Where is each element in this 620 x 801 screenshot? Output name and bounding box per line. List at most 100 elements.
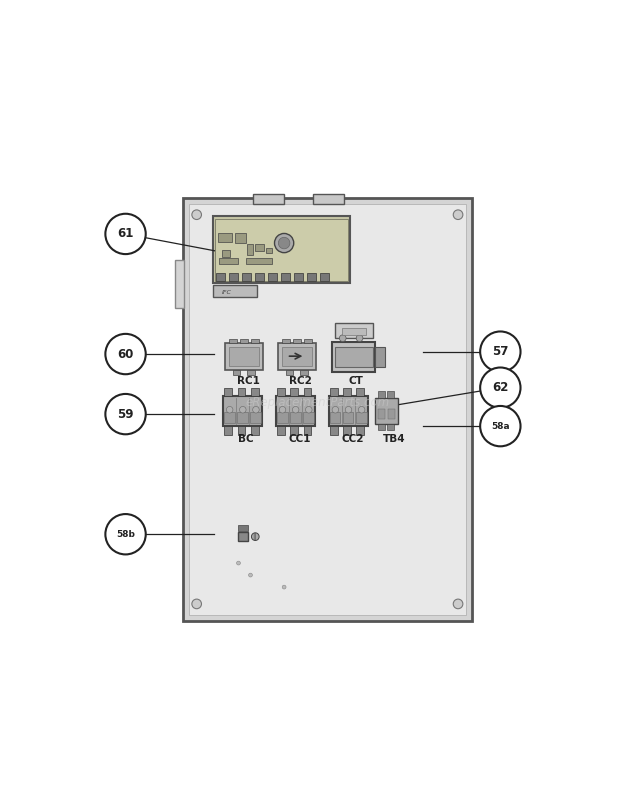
FancyBboxPatch shape — [246, 258, 272, 264]
FancyBboxPatch shape — [253, 194, 284, 203]
Text: BC: BC — [238, 434, 254, 444]
FancyBboxPatch shape — [238, 532, 247, 541]
Text: 61: 61 — [117, 227, 134, 240]
FancyBboxPatch shape — [229, 273, 239, 281]
FancyBboxPatch shape — [290, 413, 301, 423]
FancyBboxPatch shape — [335, 347, 373, 367]
FancyBboxPatch shape — [229, 348, 259, 366]
FancyBboxPatch shape — [329, 396, 368, 426]
FancyBboxPatch shape — [232, 370, 241, 375]
FancyBboxPatch shape — [222, 250, 230, 256]
FancyBboxPatch shape — [304, 339, 312, 344]
Text: eReplacementParts.com: eReplacementParts.com — [246, 396, 390, 409]
FancyBboxPatch shape — [388, 409, 394, 419]
FancyBboxPatch shape — [300, 370, 308, 375]
FancyBboxPatch shape — [277, 413, 288, 423]
Circle shape — [237, 562, 241, 565]
FancyBboxPatch shape — [247, 370, 255, 375]
FancyBboxPatch shape — [342, 328, 366, 336]
Circle shape — [453, 599, 463, 609]
FancyBboxPatch shape — [330, 426, 338, 435]
Text: IFC: IFC — [221, 290, 231, 295]
FancyBboxPatch shape — [282, 339, 290, 344]
Circle shape — [332, 406, 339, 413]
FancyBboxPatch shape — [276, 396, 316, 426]
Text: 57: 57 — [492, 345, 508, 358]
Text: 60: 60 — [117, 348, 134, 360]
Circle shape — [312, 216, 322, 226]
FancyBboxPatch shape — [281, 273, 290, 281]
Text: RC1: RC1 — [237, 376, 260, 386]
FancyBboxPatch shape — [252, 339, 259, 344]
Circle shape — [356, 335, 363, 341]
FancyBboxPatch shape — [304, 388, 311, 396]
FancyBboxPatch shape — [388, 424, 394, 430]
Circle shape — [306, 406, 312, 413]
FancyBboxPatch shape — [250, 413, 261, 423]
Circle shape — [105, 214, 146, 254]
Text: CC2: CC2 — [341, 434, 363, 444]
FancyBboxPatch shape — [224, 388, 232, 396]
FancyBboxPatch shape — [277, 388, 285, 396]
FancyBboxPatch shape — [388, 391, 394, 398]
FancyBboxPatch shape — [290, 426, 298, 435]
Circle shape — [192, 210, 202, 219]
Circle shape — [192, 599, 202, 609]
FancyBboxPatch shape — [250, 426, 259, 435]
FancyBboxPatch shape — [286, 370, 293, 375]
FancyBboxPatch shape — [277, 426, 285, 435]
FancyBboxPatch shape — [376, 398, 399, 424]
Circle shape — [275, 233, 294, 252]
FancyBboxPatch shape — [235, 233, 246, 243]
FancyBboxPatch shape — [219, 258, 239, 264]
FancyBboxPatch shape — [223, 396, 262, 426]
Circle shape — [480, 368, 521, 408]
FancyBboxPatch shape — [378, 409, 385, 419]
Circle shape — [480, 332, 521, 372]
Text: 59: 59 — [117, 408, 134, 421]
Text: CT: CT — [349, 376, 363, 386]
FancyBboxPatch shape — [255, 273, 264, 281]
Text: 58a: 58a — [491, 421, 510, 431]
FancyBboxPatch shape — [237, 426, 246, 435]
FancyBboxPatch shape — [304, 426, 311, 435]
FancyBboxPatch shape — [330, 388, 338, 396]
Text: ||: || — [252, 533, 257, 540]
FancyBboxPatch shape — [237, 388, 246, 396]
FancyBboxPatch shape — [213, 216, 350, 284]
FancyBboxPatch shape — [216, 273, 226, 281]
Circle shape — [252, 533, 259, 541]
Circle shape — [282, 586, 286, 589]
Circle shape — [358, 406, 365, 413]
FancyBboxPatch shape — [237, 413, 248, 423]
FancyBboxPatch shape — [184, 198, 471, 621]
Circle shape — [453, 210, 463, 219]
Text: 58b: 58b — [116, 529, 135, 539]
FancyBboxPatch shape — [255, 244, 264, 251]
FancyBboxPatch shape — [224, 413, 234, 423]
FancyBboxPatch shape — [378, 391, 384, 398]
Text: 62: 62 — [492, 381, 508, 394]
FancyBboxPatch shape — [282, 348, 312, 366]
Circle shape — [279, 406, 286, 413]
Circle shape — [105, 514, 146, 554]
Circle shape — [252, 406, 259, 413]
Circle shape — [339, 335, 346, 341]
Circle shape — [105, 394, 146, 434]
FancyBboxPatch shape — [175, 260, 184, 308]
FancyBboxPatch shape — [266, 248, 272, 253]
FancyBboxPatch shape — [238, 525, 247, 531]
FancyBboxPatch shape — [218, 233, 232, 242]
FancyBboxPatch shape — [224, 426, 232, 435]
FancyBboxPatch shape — [330, 413, 340, 423]
FancyBboxPatch shape — [278, 344, 316, 370]
FancyBboxPatch shape — [294, 273, 303, 281]
FancyBboxPatch shape — [378, 424, 384, 430]
FancyBboxPatch shape — [303, 413, 314, 423]
FancyBboxPatch shape — [226, 344, 263, 370]
Circle shape — [239, 406, 246, 413]
Text: CC1: CC1 — [288, 434, 311, 444]
Circle shape — [293, 406, 299, 413]
Circle shape — [278, 237, 290, 249]
FancyBboxPatch shape — [343, 388, 351, 396]
